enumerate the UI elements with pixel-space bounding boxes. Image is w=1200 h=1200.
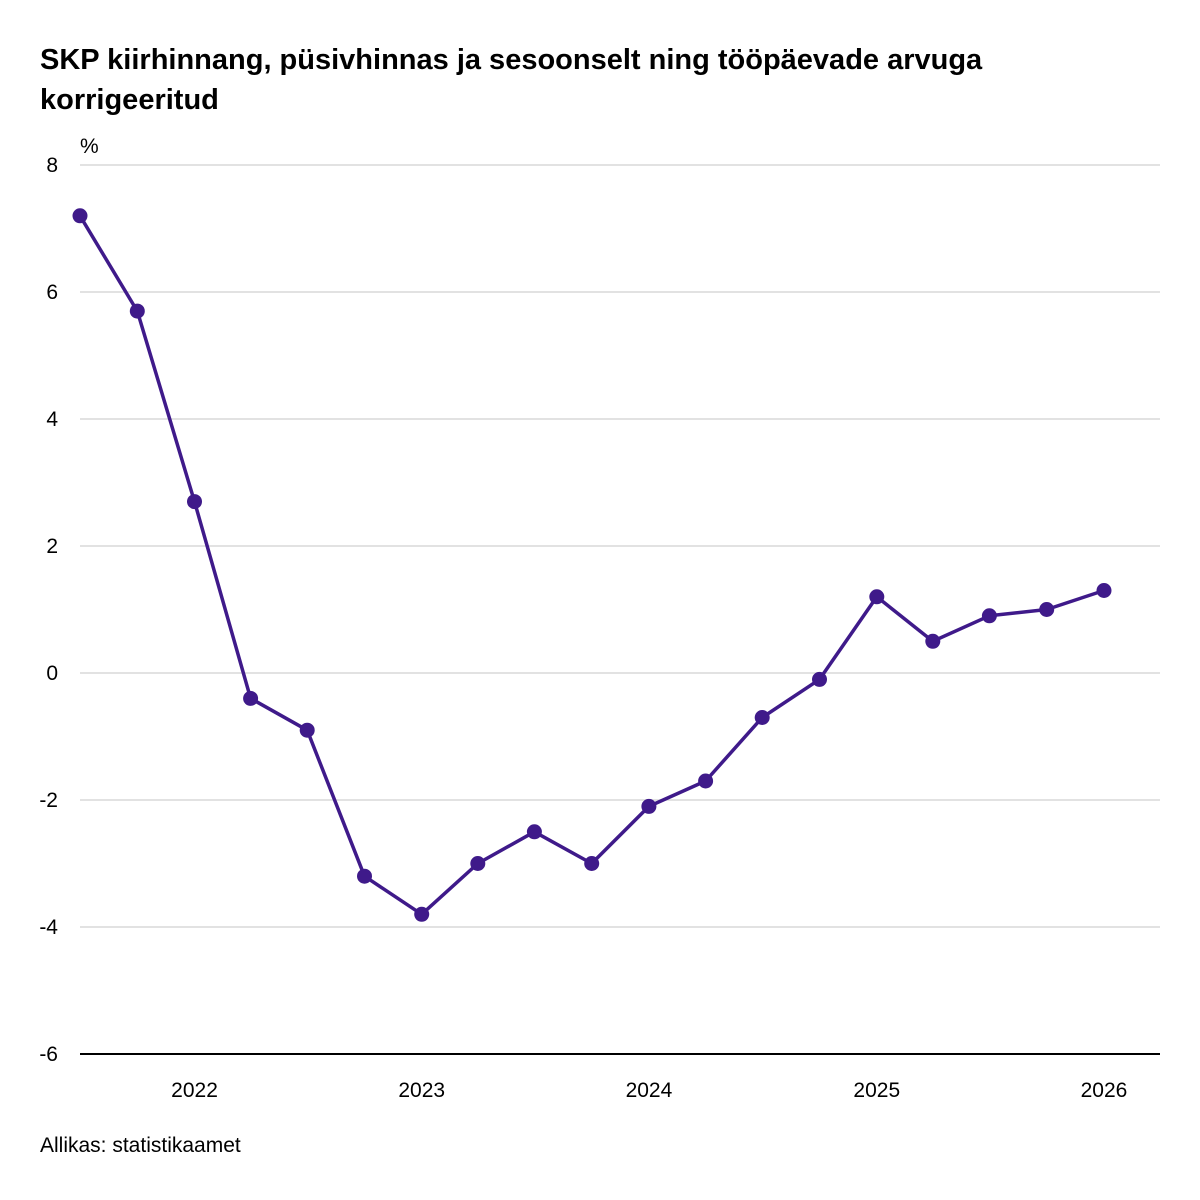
data-point — [584, 856, 600, 871]
data-point — [925, 633, 941, 649]
data-point — [1096, 583, 1112, 598]
data-point — [812, 671, 827, 687]
y-tick-label: -4 — [39, 916, 58, 939]
data-point — [1039, 602, 1055, 617]
data-points — [72, 208, 1112, 922]
y-tick-label: 0 — [46, 662, 58, 685]
data-point — [414, 906, 430, 922]
y-tick-label: 2 — [46, 535, 58, 558]
gridlines — [80, 164, 1160, 1055]
data-point — [869, 589, 885, 605]
data-point — [981, 608, 997, 624]
data-point — [187, 494, 202, 510]
x-tick-label: 2026 — [1081, 1079, 1128, 1102]
source-note: Allikas: statistikaamet — [40, 1134, 241, 1157]
y-tick-label: -2 — [39, 789, 58, 812]
x-tick-label: 2022 — [171, 1079, 218, 1102]
y-axis-ticks: 8 6 4 2 0 -2 -4 -6 — [39, 154, 58, 1066]
data-point — [72, 208, 88, 224]
data-point — [754, 710, 770, 725]
data-point — [129, 303, 145, 319]
data-point — [357, 868, 372, 884]
x-tick-label: 2025 — [853, 1079, 900, 1102]
y-tick-label: 4 — [46, 408, 58, 431]
data-point — [470, 856, 486, 871]
data-point — [243, 690, 259, 706]
y-tick-label: -6 — [39, 1043, 58, 1066]
data-point — [526, 824, 542, 840]
x-tick-label: 2023 — [398, 1079, 445, 1102]
series-line-group — [78, 214, 1106, 917]
series-line — [78, 214, 1106, 917]
data-point — [698, 773, 714, 789]
y-tick-label: 6 — [46, 281, 58, 304]
chart-title: SKP kiirhinnang, püsivhinnas ja sesoonse… — [40, 44, 983, 116]
x-axis-ticks: 2022 2023 2024 2025 2026 — [171, 1079, 1127, 1102]
y-axis-unit-label: % — [80, 135, 99, 158]
data-point — [299, 722, 315, 738]
data-point — [641, 798, 657, 814]
y-tick-label: 8 — [46, 154, 58, 177]
x-tick-label: 2024 — [626, 1079, 673, 1102]
